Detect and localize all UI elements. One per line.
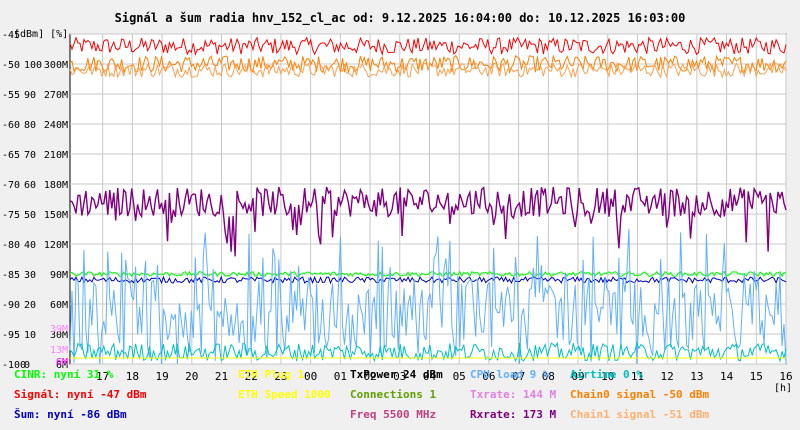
chart-title: Signál a šum radia hnv_152_cl_ac od: 9.1… [114, 11, 686, 25]
legend-entry: Connections 1 [350, 388, 437, 401]
y-tick-pct: 50 [24, 210, 36, 221]
legend-entry: Rxrate: 173 M [470, 408, 557, 421]
y-tick-dbm: -60 [2, 120, 20, 131]
inplot-rate-label: 39M [50, 324, 68, 335]
y-tick-pct: 100 [24, 60, 42, 71]
y-tick-pct: 30 [24, 270, 36, 281]
y-tick-rate: 30M [50, 330, 68, 341]
y-tick-dbm: -80 [2, 240, 20, 251]
inplot-rate-label: 6M [56, 357, 68, 368]
x-tick-label: 06 [482, 370, 495, 383]
y-tick-pct: 90 [24, 90, 36, 101]
y-tick-rate: 180M [44, 180, 68, 191]
y-tick-dbm: -100 [2, 360, 26, 371]
series-line-airtime [69, 341, 787, 363]
x-tick-label: 22 [245, 370, 258, 383]
x-tick-label: 21 [215, 370, 228, 383]
y-tick-pct: 40 [24, 240, 36, 251]
x-tick-label: 23 [274, 370, 287, 383]
legend-entry: Txrate: 144 M [470, 388, 557, 401]
y-tick-pct: 60 [24, 180, 36, 191]
y-tick-pct: 70 [24, 150, 36, 161]
x-tick-label: 15 [750, 370, 763, 383]
series-line-sign-l [69, 36, 787, 57]
series-line-cinr [69, 270, 787, 278]
legend-entry: TxPower 24 dBm [350, 368, 443, 381]
y-axis-units-label: [dBm] [%] [14, 29, 69, 40]
y-tick-dbm: -55 [2, 90, 20, 101]
x-tick-label: 19 [155, 370, 168, 383]
x-tick-label: 07 [512, 370, 525, 383]
y-tick-pct: 10 [24, 330, 36, 341]
y-tick-pct: 0 [24, 360, 30, 371]
y-tick-rate: 90M [50, 270, 68, 281]
inplot-rate-label: 13M [50, 345, 68, 356]
y-tick-dbm: -75 [2, 210, 20, 221]
x-tick-label: 02 [363, 370, 376, 383]
x-axis-unit: [h] [774, 383, 792, 394]
y-tick-rate: 300M [44, 60, 68, 71]
y-tick-rate: 210M [44, 150, 68, 161]
y-tick-dbm: -95 [2, 330, 20, 341]
x-tick-label: 12 [661, 370, 674, 383]
legend-entry: Airtime 0 % [570, 368, 643, 381]
x-tick-label: 03 [393, 370, 406, 383]
series-line-chain1-signal [69, 61, 787, 79]
legend-entry: Šum: nyní -86 dBm [14, 408, 127, 421]
x-tick-label: 08 [542, 370, 555, 383]
x-tick-label: 10 [601, 370, 614, 383]
legend-entry: CPU load 9 % [470, 368, 550, 381]
y-tick-rate: 270M [44, 90, 68, 101]
legend-entry: CINR: nyní 31 % [14, 368, 114, 381]
y-tick-dbm: -50 [2, 60, 20, 71]
legend-entry: Signál: nyní -47 dBm [14, 388, 147, 401]
y-tick-rate: 6M [56, 360, 68, 371]
y-tick-dbm: -45 [2, 30, 20, 41]
series-line-cpu-load [69, 228, 787, 365]
legend-entry: ETH Plug 1 [238, 368, 305, 381]
x-tick-label: 04 [423, 370, 437, 383]
series-line-chain0-signal [69, 54, 787, 75]
x-tick-label: 11 [631, 370, 644, 383]
legend-entry: ETH Speed 1000 [238, 388, 331, 401]
legend-entry: Chain1 signal -51 dBm [570, 408, 710, 421]
x-tick-label: 09 [571, 370, 584, 383]
y-tick-pct: 80 [24, 120, 36, 131]
x-tick-label: 17 [96, 370, 109, 383]
x-tick-label: 00 [304, 370, 317, 383]
y-tick-dbm: -70 [2, 180, 20, 191]
series-line-rxrate [69, 186, 787, 257]
y-tick-rate: 60M [50, 300, 68, 311]
y-tick-rate: 120M [44, 240, 68, 251]
x-tick-label: 16 [779, 370, 792, 383]
x-tick-label: 01 [334, 370, 347, 383]
y-tick-dbm: -85 [2, 270, 20, 281]
x-tick-label: 18 [126, 370, 139, 383]
y-tick-rate: 240M [44, 120, 68, 131]
y-tick-pct: 20 [24, 300, 36, 311]
y-tick-rate: 150M [44, 210, 68, 221]
x-tick-label: 20 [185, 370, 198, 383]
x-tick-label: 13 [690, 370, 703, 383]
x-tick-label: 05 [453, 370, 466, 383]
legend-entry: Freq 5500 MHz [350, 408, 437, 421]
x-tick-label: 14 [720, 370, 734, 383]
y-tick-dbm: -65 [2, 150, 20, 161]
legend-entry: Chain0 signal -50 dBm [570, 388, 710, 401]
y-tick-dbm: -90 [2, 300, 20, 311]
series-line--um [69, 275, 787, 285]
